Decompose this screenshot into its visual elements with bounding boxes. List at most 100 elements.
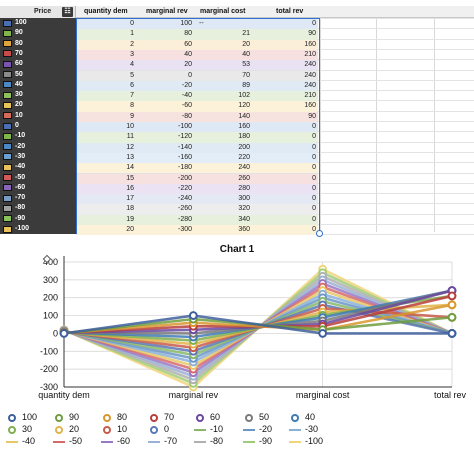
table-cell[interactable]: 0 <box>312 143 316 151</box>
color-swatch[interactable] <box>3 112 12 120</box>
color-swatch[interactable] <box>3 122 12 130</box>
table-row[interactable]: 19 -280 340 0 <box>77 214 318 225</box>
table-cell[interactable]: -260 <box>177 205 192 213</box>
table-cell[interactable]: 160 <box>304 40 316 48</box>
table-row[interactable]: 16 -220 280 0 <box>77 183 318 195</box>
price-row[interactable]: -50 <box>0 173 76 183</box>
table-row[interactable]: 11 -120 180 0 <box>77 132 318 143</box>
table-cell[interactable]: 8 <box>130 102 134 110</box>
table-cell[interactable]: 13 <box>126 153 134 161</box>
table-cell[interactable]: 0 <box>312 174 316 182</box>
table-cell[interactable]: 15 <box>126 174 134 182</box>
table-row[interactable]: 18 -260 320 0 <box>77 204 318 215</box>
table-cell[interactable]: 100 <box>180 20 192 27</box>
table-row[interactable]: 12 -140 200 0 <box>77 142 318 153</box>
table-cell[interactable]: 5 <box>130 71 134 79</box>
table-cell[interactable]: 0 <box>312 215 316 223</box>
table-cell[interactable]: 200 <box>238 143 250 151</box>
table-cell[interactable]: 1 <box>130 30 134 38</box>
table-cell[interactable]: 2 <box>130 40 134 48</box>
price-column-header[interactable]: Price ☷ <box>0 6 76 18</box>
price-row[interactable]: 80 <box>0 39 76 49</box>
table-cell[interactable]: 16 <box>126 184 134 192</box>
table-cell[interactable]: 160 <box>238 123 250 130</box>
table-cell[interactable]: -200 <box>177 174 192 182</box>
table-cell[interactable]: 102 <box>238 92 250 100</box>
table-cell[interactable]: 53 <box>242 61 250 69</box>
table-cell[interactable]: 70 <box>242 71 250 79</box>
table-cell[interactable]: 0 <box>312 195 316 203</box>
color-swatch[interactable] <box>3 29 12 37</box>
color-swatch[interactable] <box>3 215 12 223</box>
price-row[interactable]: 100 <box>0 18 76 28</box>
col-header-quantity[interactable]: quantity dem <box>84 8 128 15</box>
price-row[interactable]: 30 <box>0 90 76 100</box>
price-row[interactable]: -60 <box>0 183 76 193</box>
table-cell[interactable]: -220 <box>177 184 192 192</box>
color-swatch[interactable] <box>3 225 12 233</box>
table-cell[interactable]: 240 <box>304 81 316 89</box>
table-cell[interactable]: 20 <box>242 40 250 48</box>
table-cell[interactable]: 360 <box>238 226 250 233</box>
table-cell[interactable]: 180 <box>238 133 250 141</box>
table-row[interactable]: 3 40 40 210 <box>77 49 318 61</box>
color-swatch[interactable] <box>3 81 12 89</box>
table-row[interactable]: 9 -80 140 90 <box>77 111 318 122</box>
table-cell[interactable]: 0 <box>312 164 316 172</box>
table-cell[interactable]: -- <box>199 20 204 27</box>
table-cell[interactable]: 17 <box>126 195 134 203</box>
price-row[interactable]: 40 <box>0 80 76 90</box>
table-cell[interactable]: 280 <box>238 184 250 192</box>
color-swatch[interactable] <box>3 194 12 202</box>
table-cell[interactable]: -40 <box>181 92 192 100</box>
table-cell[interactable]: 4 <box>130 61 134 69</box>
color-swatch[interactable] <box>3 204 12 212</box>
table-cell[interactable]: -140 <box>177 143 192 151</box>
table-cell[interactable]: -240 <box>177 195 192 203</box>
table-cell[interactable]: 260 <box>238 174 250 182</box>
price-row[interactable]: 0 <box>0 121 76 131</box>
col-header-marginal-rev[interactable]: marginal rev <box>146 8 188 15</box>
table-cell[interactable]: 0 <box>188 71 192 79</box>
color-swatch[interactable] <box>3 174 12 181</box>
price-row[interactable]: 10 <box>0 111 76 121</box>
color-swatch[interactable] <box>3 40 12 48</box>
price-row[interactable]: -90 <box>0 214 76 224</box>
price-row[interactable]: -70 <box>0 193 76 203</box>
table-cell[interactable]: 19 <box>126 215 134 223</box>
price-row[interactable]: -80 <box>0 203 76 213</box>
table-cell[interactable]: 0 <box>312 205 316 213</box>
table-row[interactable]: 15 -200 260 0 <box>77 173 318 184</box>
table-row[interactable]: 2 60 20 160 <box>77 39 318 50</box>
table-cell[interactable]: 89 <box>242 81 250 89</box>
table-cell[interactable]: 0 <box>312 133 316 141</box>
table-row[interactable]: 5 0 70 240 <box>77 70 318 81</box>
table-cell[interactable]: 60 <box>184 40 192 48</box>
table-cell[interactable]: 220 <box>238 153 250 161</box>
price-row[interactable]: 20 <box>0 100 76 110</box>
color-swatch[interactable] <box>3 153 12 161</box>
table-row[interactable]: 8 -60 120 160 <box>77 101 318 112</box>
table-cell[interactable]: -280 <box>177 215 192 223</box>
table-row[interactable]: 1 80 21 90 <box>77 29 318 40</box>
table-cell[interactable]: 80 <box>184 30 192 38</box>
table-cell[interactable]: 12 <box>126 143 134 151</box>
table-row[interactable]: 0 100 -- 0 <box>77 19 318 30</box>
table-cell[interactable]: -300 <box>177 226 192 233</box>
col-header-total-rev[interactable]: total rev <box>276 8 304 15</box>
price-row[interactable]: 90 <box>0 28 76 38</box>
color-swatch[interactable] <box>3 19 12 27</box>
color-swatch[interactable] <box>3 60 12 68</box>
table-cell[interactable]: 120 <box>238 102 250 110</box>
col-header-marginal-cost[interactable]: marginal cost <box>200 8 246 15</box>
table-cell[interactable]: 140 <box>238 112 250 120</box>
table-cell[interactable]: 240 <box>304 61 316 69</box>
color-swatch[interactable] <box>3 143 12 151</box>
price-row[interactable]: 60 <box>0 59 76 69</box>
table-cell[interactable]: 40 <box>242 50 250 58</box>
table-cell[interactable]: -160 <box>177 153 192 161</box>
table-cell[interactable]: 10 <box>126 123 134 130</box>
table-cell[interactable]: 90 <box>308 30 316 38</box>
price-row[interactable]: 70 <box>0 49 76 59</box>
